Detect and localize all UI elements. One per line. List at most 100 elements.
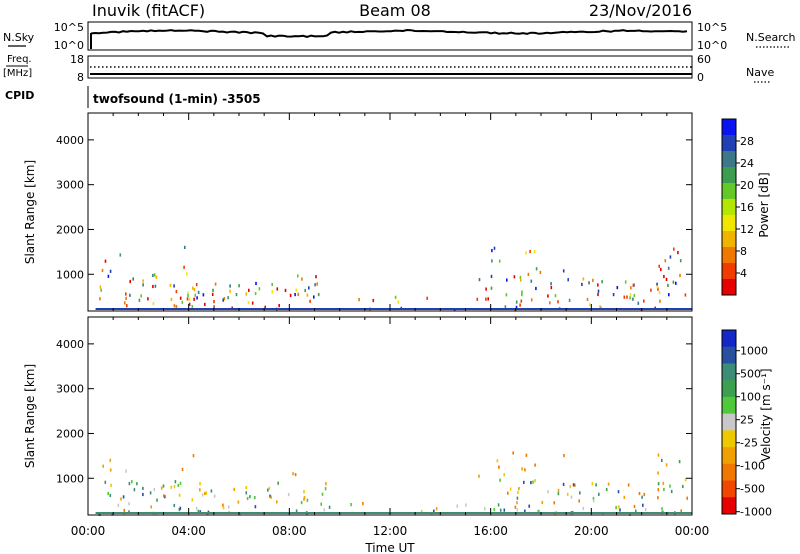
data-cell bbox=[504, 305, 507, 309]
data-cell bbox=[592, 496, 595, 501]
data-cell bbox=[99, 297, 101, 301]
data-cell bbox=[668, 293, 670, 297]
y-tick-label: 1000 bbox=[56, 268, 84, 281]
data-cell bbox=[516, 501, 518, 505]
data-cell bbox=[678, 460, 681, 464]
data-cell bbox=[202, 293, 205, 297]
data-cell bbox=[420, 510, 423, 514]
data-cell bbox=[582, 277, 585, 281]
data-cell bbox=[530, 279, 533, 283]
colorbar-segment bbox=[722, 215, 736, 232]
data-cell bbox=[245, 486, 247, 490]
data-cell bbox=[535, 286, 537, 291]
data-cell bbox=[513, 275, 516, 279]
data-cell bbox=[516, 496, 519, 500]
colorbar-tick-label: 28 bbox=[740, 135, 754, 148]
data-cell bbox=[173, 304, 176, 308]
data-cell bbox=[505, 293, 508, 297]
data-cell bbox=[633, 293, 636, 298]
nsearch-label: N.Search bbox=[746, 31, 796, 44]
data-cell bbox=[679, 259, 682, 263]
data-cell bbox=[553, 501, 556, 505]
data-cell bbox=[612, 293, 615, 297]
data-cell bbox=[629, 293, 632, 297]
colorbar-segment bbox=[722, 480, 736, 498]
data-cell bbox=[287, 493, 290, 497]
data-cell bbox=[107, 491, 109, 496]
colorbar-tick-label: 4 bbox=[740, 267, 747, 280]
data-cell bbox=[316, 282, 318, 286]
data-cell bbox=[304, 288, 306, 293]
data-cell bbox=[223, 297, 226, 301]
data-cell bbox=[227, 505, 230, 509]
data-cell bbox=[142, 486, 144, 490]
data-cell bbox=[325, 482, 327, 486]
data-cell bbox=[152, 284, 154, 289]
data-cell bbox=[128, 482, 131, 486]
x-tick-label: 16:00 bbox=[473, 524, 508, 538]
data-cell bbox=[156, 498, 158, 502]
data-cell bbox=[665, 463, 668, 467]
data-cell bbox=[599, 305, 601, 309]
data-cell bbox=[294, 473, 297, 477]
data-cell bbox=[276, 287, 279, 291]
data-cell bbox=[170, 297, 173, 301]
data-cell bbox=[278, 304, 280, 308]
x-tick-label: 20:00 bbox=[574, 524, 609, 538]
data-cell bbox=[574, 483, 576, 487]
data-cell bbox=[191, 498, 194, 502]
data-cell bbox=[627, 483, 630, 487]
data-cell bbox=[222, 503, 224, 507]
data-cell bbox=[629, 512, 631, 516]
data-cell bbox=[149, 491, 152, 495]
data-cell bbox=[684, 478, 687, 482]
data-cell bbox=[641, 495, 643, 499]
data-cell bbox=[254, 291, 257, 296]
colorbar-tick-label: 25 bbox=[740, 414, 754, 427]
data-cell bbox=[578, 499, 580, 503]
data-cell bbox=[615, 506, 617, 510]
cpid-label: CPID bbox=[5, 89, 34, 102]
freq-lo-label: 8 bbox=[77, 71, 84, 84]
data-cell bbox=[211, 292, 214, 296]
data-cell bbox=[569, 485, 572, 489]
data-cell bbox=[566, 492, 569, 496]
velocity-x-ticks bbox=[87, 317, 693, 515]
data-cell bbox=[665, 277, 668, 281]
data-cell bbox=[186, 297, 189, 301]
nsky-lo-label: 10^0 bbox=[54, 39, 84, 52]
data-cell bbox=[187, 291, 189, 295]
data-cell bbox=[222, 298, 224, 302]
data-cell bbox=[276, 500, 278, 504]
data-cell bbox=[626, 295, 628, 299]
data-cell bbox=[549, 301, 551, 305]
data-cell bbox=[213, 300, 215, 304]
data-cell bbox=[617, 490, 620, 494]
colorbar-segment bbox=[722, 119, 736, 136]
data-cell bbox=[213, 494, 216, 498]
data-cell bbox=[179, 506, 182, 510]
nave-lo-label: 0 bbox=[697, 71, 704, 84]
data-cell bbox=[597, 292, 599, 297]
date-title: 23/Nov/2016 bbox=[589, 1, 692, 20]
colorbar-segment bbox=[722, 463, 736, 482]
data-cell bbox=[523, 480, 525, 484]
data-cell bbox=[183, 265, 185, 269]
data-cell bbox=[163, 494, 165, 498]
data-cell bbox=[229, 284, 231, 288]
data-cell bbox=[107, 274, 110, 278]
data-cell bbox=[196, 296, 198, 300]
y-tick-label: 1000 bbox=[56, 472, 84, 485]
colorbar-segment bbox=[722, 231, 736, 248]
data-cell bbox=[680, 509, 682, 513]
data-cell bbox=[476, 297, 479, 301]
data-cell bbox=[589, 303, 591, 307]
data-cell bbox=[515, 305, 518, 309]
data-cell bbox=[616, 286, 619, 290]
data-cell bbox=[177, 483, 180, 487]
data-cell bbox=[642, 503, 644, 507]
data-cell bbox=[350, 503, 352, 507]
data-cell bbox=[605, 487, 608, 492]
colorbar-segment bbox=[722, 346, 736, 364]
